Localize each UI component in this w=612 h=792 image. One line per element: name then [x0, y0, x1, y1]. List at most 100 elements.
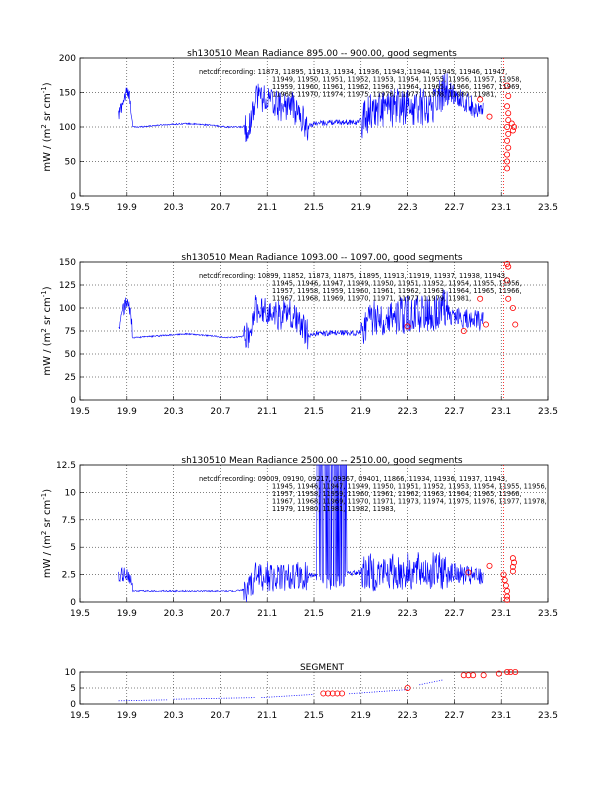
x-tick-label: 20.3	[164, 609, 184, 619]
ylabel-part: sr cm	[42, 500, 53, 531]
x-tick-label: 20.7	[210, 609, 230, 619]
ylabel-sup: -1	[40, 493, 48, 500]
marker-point	[505, 144, 512, 151]
x-tick-label: 23.5	[538, 407, 558, 417]
x-tick-label: 23.1	[491, 203, 511, 213]
marker-point	[339, 690, 346, 697]
x-tick-label: 20.7	[210, 203, 230, 213]
x-tick-label: 21.5	[304, 203, 324, 213]
marker-point	[505, 130, 512, 137]
y-tick-label: 150	[59, 89, 76, 99]
marker-point	[500, 571, 507, 578]
x-tick-label: 23.5	[538, 609, 558, 619]
marker-point	[505, 117, 512, 124]
series-line	[118, 464, 484, 603]
ylabel-part: )	[42, 489, 53, 493]
x-tick-label: 21.1	[257, 711, 277, 721]
y-tick-label: 10	[65, 488, 77, 498]
y-tick-label: 100	[59, 304, 76, 314]
marker-point	[482, 321, 489, 328]
marker-point	[511, 559, 518, 566]
x-tick-label: 21.1	[257, 609, 277, 619]
y-tick-label: 0	[70, 192, 76, 202]
x-tick-label: 22.3	[398, 609, 418, 619]
y-axis-label: mW / (m2 sr cm-1)	[40, 489, 53, 578]
chart-title: SEGMENT	[300, 663, 345, 673]
marker-point	[504, 588, 511, 595]
y-tick-label: 10	[65, 668, 77, 678]
marker-point	[509, 555, 516, 562]
marker-point	[460, 672, 467, 679]
y-tick-label: 100	[59, 123, 76, 133]
x-tick-label: 20.3	[164, 711, 184, 721]
marker-point	[504, 165, 511, 172]
ylabel-part: mW / (m	[42, 333, 53, 376]
series-line	[118, 289, 484, 350]
marker-point	[477, 295, 484, 302]
x-tick-label: 21.5	[304, 711, 324, 721]
x-tick-label: 21.9	[351, 609, 371, 619]
marker-point	[507, 669, 514, 676]
ylabel-sup: -1	[40, 86, 48, 93]
panel-4-segment: 19.5 19.9 20.3 20.7 21.1 21.5 21.9 22.3 22.7 23.1…	[65, 663, 558, 721]
x-tick-label: 21.9	[351, 407, 371, 417]
annotation-line: netcdf recording: 09009, 09190, 09217, 0…	[199, 475, 507, 483]
marker-point	[502, 582, 509, 589]
ylabel-part: sr cm	[42, 297, 53, 328]
y-tick-label: 0	[70, 598, 76, 608]
marker-point	[509, 568, 516, 575]
marker-point	[504, 137, 511, 144]
y-tick-label: 50	[65, 158, 77, 168]
x-tick-label: 19.9	[117, 407, 137, 417]
y-tick-label: 50	[65, 350, 77, 360]
annotation-line: netcdf recording: 11873, 11895, 11913, 1…	[199, 68, 507, 76]
series-line	[118, 72, 484, 143]
x-tick-label: 22.7	[444, 407, 464, 417]
y-axis-label: mW / (m2 sr cm-1)	[40, 286, 53, 375]
y-tick-label: 5	[70, 684, 76, 694]
chart-title: sh130510 Mean Radiance 1093.00 -- 1097.0…	[181, 253, 462, 263]
marker-point	[511, 124, 518, 131]
x-tick-label: 19.5	[70, 203, 90, 213]
x-tick-label: 21.1	[257, 203, 277, 213]
y-tick-label: 0	[70, 396, 76, 406]
x-tick-label: 20.3	[164, 203, 184, 213]
y-axis-label: mW / (m2 sr cm-1)	[40, 82, 53, 171]
ylabel-part: )	[42, 286, 53, 290]
x-tick-label: 19.5	[70, 609, 90, 619]
chart-title: sh130510 Mean Radiance 895.00 -- 900.00,…	[187, 49, 457, 59]
marker-point	[505, 92, 512, 99]
marker-point	[460, 327, 467, 334]
x-tick-label: 22.3	[398, 711, 418, 721]
x-tick-label: 23.1	[491, 407, 511, 417]
annotation-line: 11945, 11946, 11947, 11949, 11950, 11951…	[272, 280, 522, 288]
x-tick-label: 20.3	[164, 407, 184, 417]
annotation-line: 11957, 11958, 11959, 11960, 11961, 11962…	[272, 287, 522, 295]
annotation-line: 11967, 11968, 11969, 11970, 11971, 11973…	[272, 498, 547, 506]
x-tick-label: 19.9	[117, 609, 137, 619]
segment-line	[349, 689, 408, 695]
x-tick-label: 19.5	[70, 711, 90, 721]
marker-point	[504, 260, 511, 267]
x-tick-label: 19.9	[117, 711, 137, 721]
marker-point	[504, 669, 511, 676]
marker-point	[320, 690, 327, 697]
segment-line	[419, 679, 443, 686]
marker-point	[512, 321, 519, 328]
x-tick-label: 21.5	[304, 407, 324, 417]
annotation-line: 11968, 11970, 11974, 11975, 11976, 11977…	[272, 91, 496, 99]
ylabel-part: mW / (m	[42, 129, 53, 172]
x-tick-label: 21.9	[351, 711, 371, 721]
x-tick-label: 23.5	[538, 203, 558, 213]
y-tick-label: 12.5	[56, 461, 76, 471]
marker-point	[465, 672, 472, 679]
marker-point	[504, 124, 511, 131]
x-tick-label: 22.3	[398, 203, 418, 213]
annotation-line: 11945, 11946, 11947, 11949, 11950, 11951…	[272, 483, 547, 491]
x-tick-label: 20.7	[210, 711, 230, 721]
annotation-line: 11949, 11950, 11951, 11952, 11953, 11954…	[272, 76, 522, 84]
y-tick-label: 7.5	[62, 516, 76, 526]
annotation-line: netcdf recording: 10899, 11852, 11873, 1…	[199, 272, 507, 280]
x-tick-label: 21.9	[351, 203, 371, 213]
ylabel-sup: 2	[40, 531, 48, 535]
